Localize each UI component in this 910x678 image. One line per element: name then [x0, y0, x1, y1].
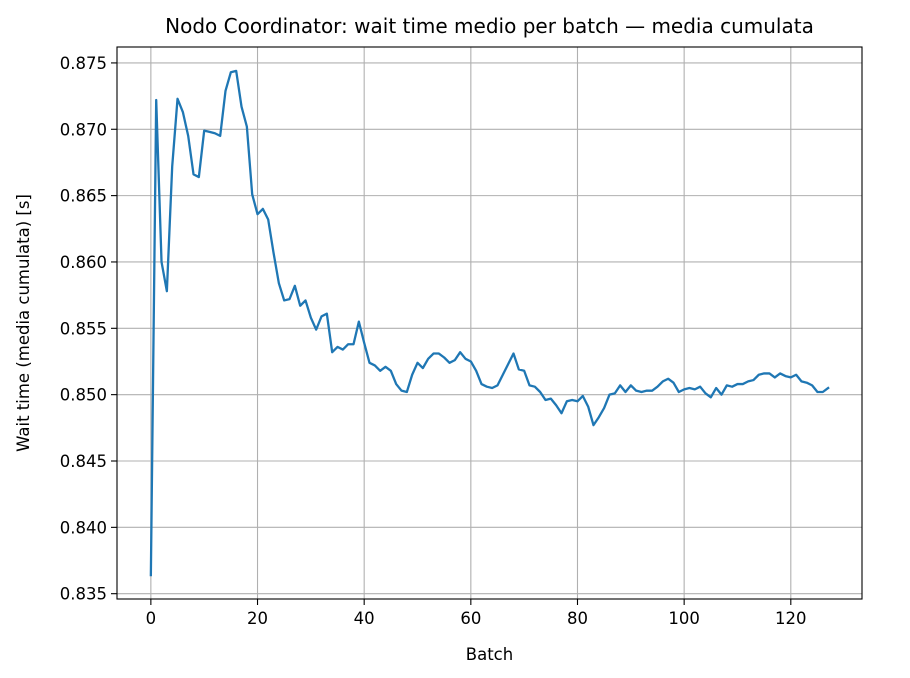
grid	[117, 47, 862, 599]
chart-title: Nodo Coordinator: wait time medio per ba…	[165, 14, 814, 38]
y-tick-label: 0.865	[60, 187, 107, 206]
x-tick-label: 80	[567, 609, 588, 628]
y-tick-label: 0.835	[60, 585, 107, 604]
y-tick-label: 0.855	[60, 319, 107, 338]
y-tick-label: 0.860	[60, 253, 107, 272]
x-tick-label: 20	[247, 609, 268, 628]
y-tick-label: 0.870	[60, 120, 107, 139]
x-tick-label: 120	[775, 609, 807, 628]
y-tick-label: 0.850	[60, 386, 107, 405]
y-tick-label: 0.840	[60, 518, 107, 537]
plot-frame	[116, 46, 863, 600]
y-axis-label: Wait time (media cumulata) [s]	[14, 194, 33, 452]
series-layer	[149, 69, 830, 577]
x-tick-label: 60	[460, 609, 481, 628]
x-tick-label: 0	[146, 609, 157, 628]
x-tick-label: 100	[668, 609, 700, 628]
ticks: 0 20 40 60 80 100 120 0.835 0.840 0.845 0.850 0.855…	[60, 54, 807, 628]
x-tick-label: 40	[354, 609, 375, 628]
x-axis-label: Batch	[466, 645, 513, 664]
series-line	[149, 69, 830, 577]
y-tick-label: 0.875	[60, 54, 107, 73]
y-tick-label: 0.845	[60, 452, 107, 471]
